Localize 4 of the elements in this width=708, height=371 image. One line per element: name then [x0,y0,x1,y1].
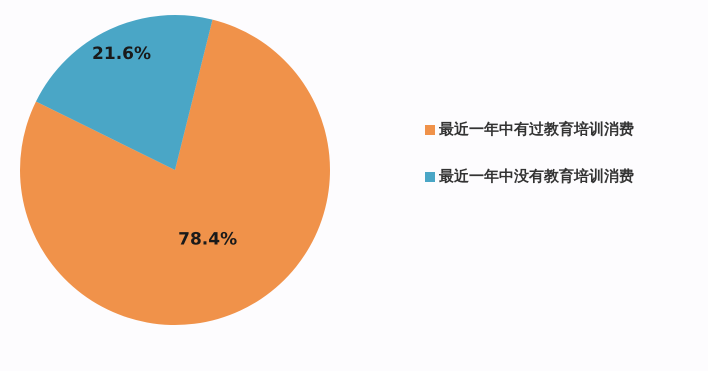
legend-label: 最近一年中没有教育培训消费 [439,167,634,186]
legend-label: 最近一年中有过教育培训消费 [439,120,634,139]
data-label: 21.6% [92,44,152,64]
data-label: 78.4% [178,230,238,250]
